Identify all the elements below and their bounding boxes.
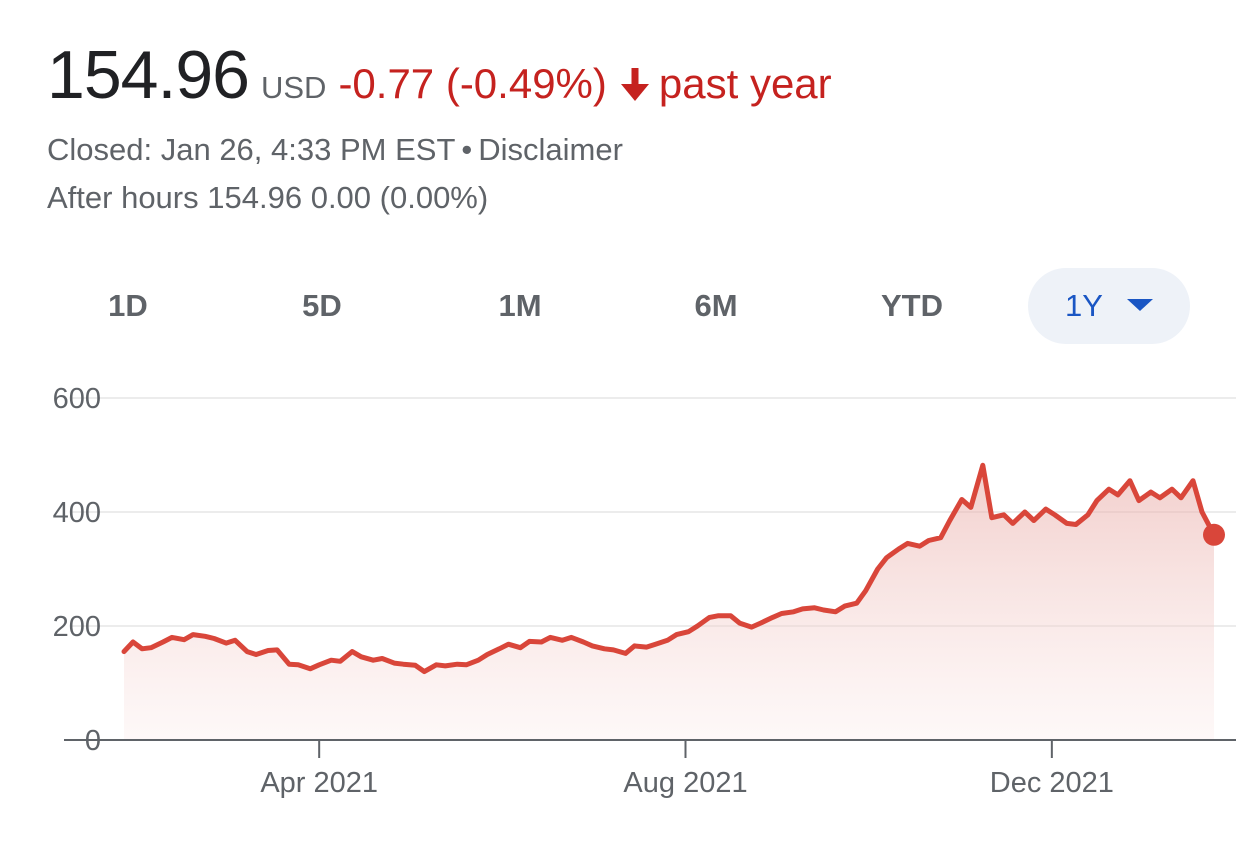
price-change: -0.77 (-0.49%): [338, 60, 607, 107]
range-6m-button[interactable]: 6M: [694, 288, 738, 323]
currency-label: USD: [260, 70, 327, 105]
range-selector: 1D 5D 1M 6M YTD 1Y: [0, 268, 1256, 344]
quote-header: 154.96 USD -0.77 (-0.49%) past year Clos…: [47, 36, 1227, 216]
disclaimer-link[interactable]: Disclaimer: [478, 132, 623, 167]
range-ytd-button[interactable]: YTD: [881, 288, 943, 323]
caret-down-icon: [1126, 299, 1153, 311]
after-hours-change: 0.00 (0.00%): [310, 180, 489, 215]
after-hours: After hours 154.96 0.00 (0.00%): [47, 180, 1227, 216]
price-line-series: [121, 462, 1217, 675]
range-1y-label: 1Y: [1065, 288, 1103, 323]
y-tick-label-600: 600: [53, 383, 101, 415]
range-1y-button[interactable]: 1Y: [1028, 268, 1190, 344]
range-1m-button[interactable]: 1M: [498, 288, 542, 323]
change-period: past year: [658, 60, 832, 107]
closed-status: Closed: Jan 26, 4:33 PM EST: [47, 132, 456, 167]
y-tick-label-200: 200: [53, 611, 101, 643]
after-hours-price: 154.96: [207, 180, 303, 215]
separator-dot: •: [461, 132, 473, 167]
range-5d-button[interactable]: 5D: [302, 288, 342, 323]
last-price-dot: [1202, 523, 1225, 546]
market-status: Closed: Jan 26, 4:33 PM EST • Disclaimer: [47, 132, 1227, 168]
price-line: 154.96 USD -0.77 (-0.49%) past year: [47, 36, 1227, 114]
x-axis-ticks: Apr 2021 Aug 2021 Dec 2021: [260, 740, 1114, 799]
x-tick-label-1: Aug 2021: [623, 767, 747, 799]
after-hours-label: After hours: [47, 180, 199, 215]
y-tick-label-400: 400: [53, 497, 101, 529]
arrow-down-icon: [620, 68, 649, 102]
current-price: 154.96: [47, 37, 250, 113]
price-area: [124, 465, 1214, 740]
range-1d-button[interactable]: 1D: [108, 288, 148, 323]
x-tick-label-0: Apr 2021: [260, 767, 378, 799]
x-tick-label-2: Dec 2021: [990, 767, 1114, 799]
